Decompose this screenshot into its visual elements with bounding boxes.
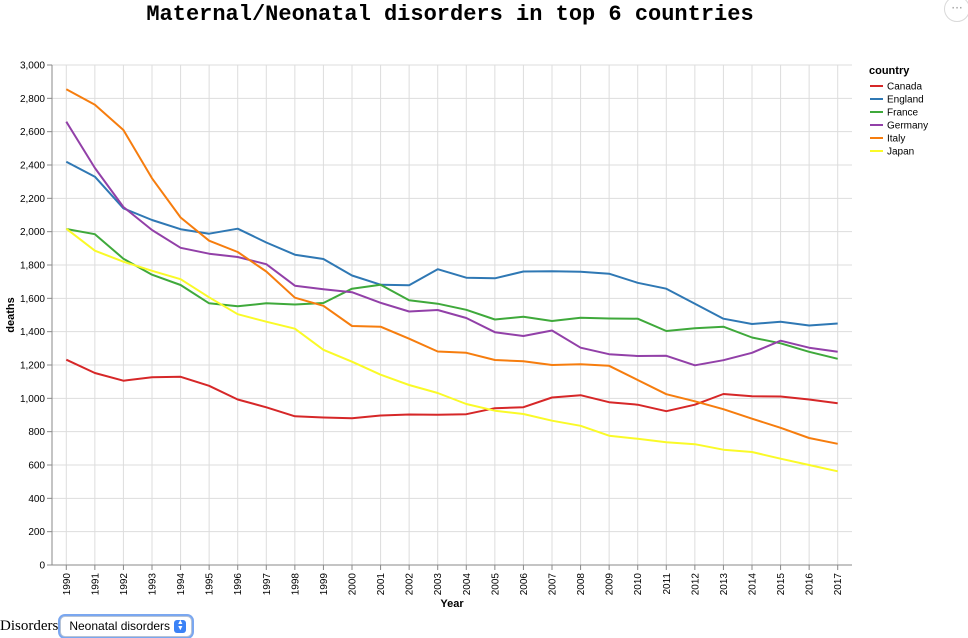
x-tick-label: 1999 bbox=[319, 573, 330, 596]
x-tick-label: 2008 bbox=[576, 573, 587, 596]
x-tick-label: 2003 bbox=[433, 573, 444, 596]
x-tick-label: 2000 bbox=[348, 573, 359, 596]
x-tick-label: 2017 bbox=[833, 573, 844, 596]
y-tick-label: 1,800 bbox=[20, 261, 45, 272]
y-tick-label: 0 bbox=[39, 561, 45, 572]
y-tick-label: 2,800 bbox=[20, 94, 45, 105]
x-tick-label: 1998 bbox=[290, 573, 301, 596]
disorders-select[interactable]: Neonatal disorders ▲ ▼ bbox=[60, 615, 193, 637]
y-tick-label: 2,200 bbox=[20, 194, 45, 205]
select-arrows-icon: ▲ ▼ bbox=[174, 619, 187, 633]
y-tick-label: 1,200 bbox=[20, 361, 45, 372]
x-tick-label: 2011 bbox=[662, 573, 673, 595]
x-tick-label: 2010 bbox=[633, 573, 644, 596]
y-tick-label: 3,000 bbox=[20, 61, 45, 72]
y-tick-label: 2,000 bbox=[20, 227, 45, 238]
legend-title: country bbox=[869, 65, 910, 77]
y-tick-label: 1,400 bbox=[20, 327, 45, 338]
axis-layer: 0 200 400 600 800 1,000 1,200 1,400 1,600 1,800 2,… bbox=[20, 61, 852, 596]
disorders-control: Disorders Neonatal disorders ▲ ▼ bbox=[0, 614, 193, 638]
legend-label-germany: Germany bbox=[887, 121, 928, 132]
y-tick-label: 2,400 bbox=[20, 161, 45, 172]
series-line-france bbox=[66, 228, 838, 360]
series-line-italy bbox=[65, 88, 838, 445]
x-tick-label: 1994 bbox=[176, 573, 187, 596]
y-tick-label: 800 bbox=[28, 427, 45, 438]
y-axis-title: deaths bbox=[5, 297, 17, 332]
more-actions-icon[interactable]: ··· bbox=[944, 0, 968, 22]
disorders-select-value: Neonatal disorders bbox=[69, 619, 171, 633]
legend-label-canada: Canada bbox=[887, 82, 922, 93]
legend-label-england: England bbox=[887, 95, 924, 106]
x-tick-label: 1997 bbox=[262, 573, 273, 596]
series-line-canada bbox=[65, 358, 838, 420]
y-tick-label: 1,600 bbox=[20, 294, 45, 305]
x-tick-label: 2009 bbox=[605, 573, 616, 596]
y-tick-label: 2,600 bbox=[20, 127, 45, 138]
y-tick-label: 200 bbox=[28, 527, 45, 538]
series-line-germany bbox=[65, 121, 838, 367]
x-tick-label: 2005 bbox=[490, 573, 501, 596]
x-tick-label: 2013 bbox=[719, 573, 730, 596]
x-tick-label: 1992 bbox=[119, 573, 130, 596]
series-layer bbox=[65, 88, 838, 473]
chart-title: Maternal/Neonatal disorders in top 6 cou… bbox=[146, 2, 754, 27]
legend: country Canada England France Germany Italy J… bbox=[869, 65, 928, 158]
chart-plot-area: 0 200 400 600 800 1,000 1,200 1,400 1,600 1,800 2,… bbox=[5, 61, 928, 611]
x-tick-label: 2004 bbox=[462, 573, 473, 596]
x-tick-label: 1990 bbox=[62, 573, 73, 596]
x-tick-label: 2014 bbox=[748, 573, 759, 596]
series-line-england bbox=[65, 160, 838, 327]
x-tick-label: 2006 bbox=[519, 573, 530, 596]
y-tick-label: 1,000 bbox=[20, 394, 45, 405]
legend-label-france: France bbox=[887, 108, 919, 119]
legend-label-japan: Japan bbox=[887, 147, 914, 158]
x-tick-label: 2015 bbox=[776, 573, 787, 596]
x-axis-title: Year bbox=[440, 598, 464, 610]
legend-label-italy: Italy bbox=[887, 134, 905, 145]
x-tick-label: 1993 bbox=[148, 573, 159, 596]
x-tick-label: 1995 bbox=[205, 573, 216, 596]
x-tick-label: 2007 bbox=[548, 573, 559, 596]
x-tick-label: 2012 bbox=[690, 573, 701, 596]
x-tick-label: 2001 bbox=[376, 573, 387, 596]
x-tick-label: 2016 bbox=[805, 573, 816, 596]
y-tick-label: 400 bbox=[28, 494, 45, 505]
y-tick-label: 600 bbox=[28, 461, 45, 472]
x-tick-label: 1996 bbox=[233, 573, 244, 596]
series-line-japan bbox=[65, 227, 838, 473]
x-tick-label: 1991 bbox=[90, 573, 101, 596]
x-tick-label: 2002 bbox=[405, 573, 416, 596]
disorders-label: Disorders bbox=[0, 617, 59, 634]
